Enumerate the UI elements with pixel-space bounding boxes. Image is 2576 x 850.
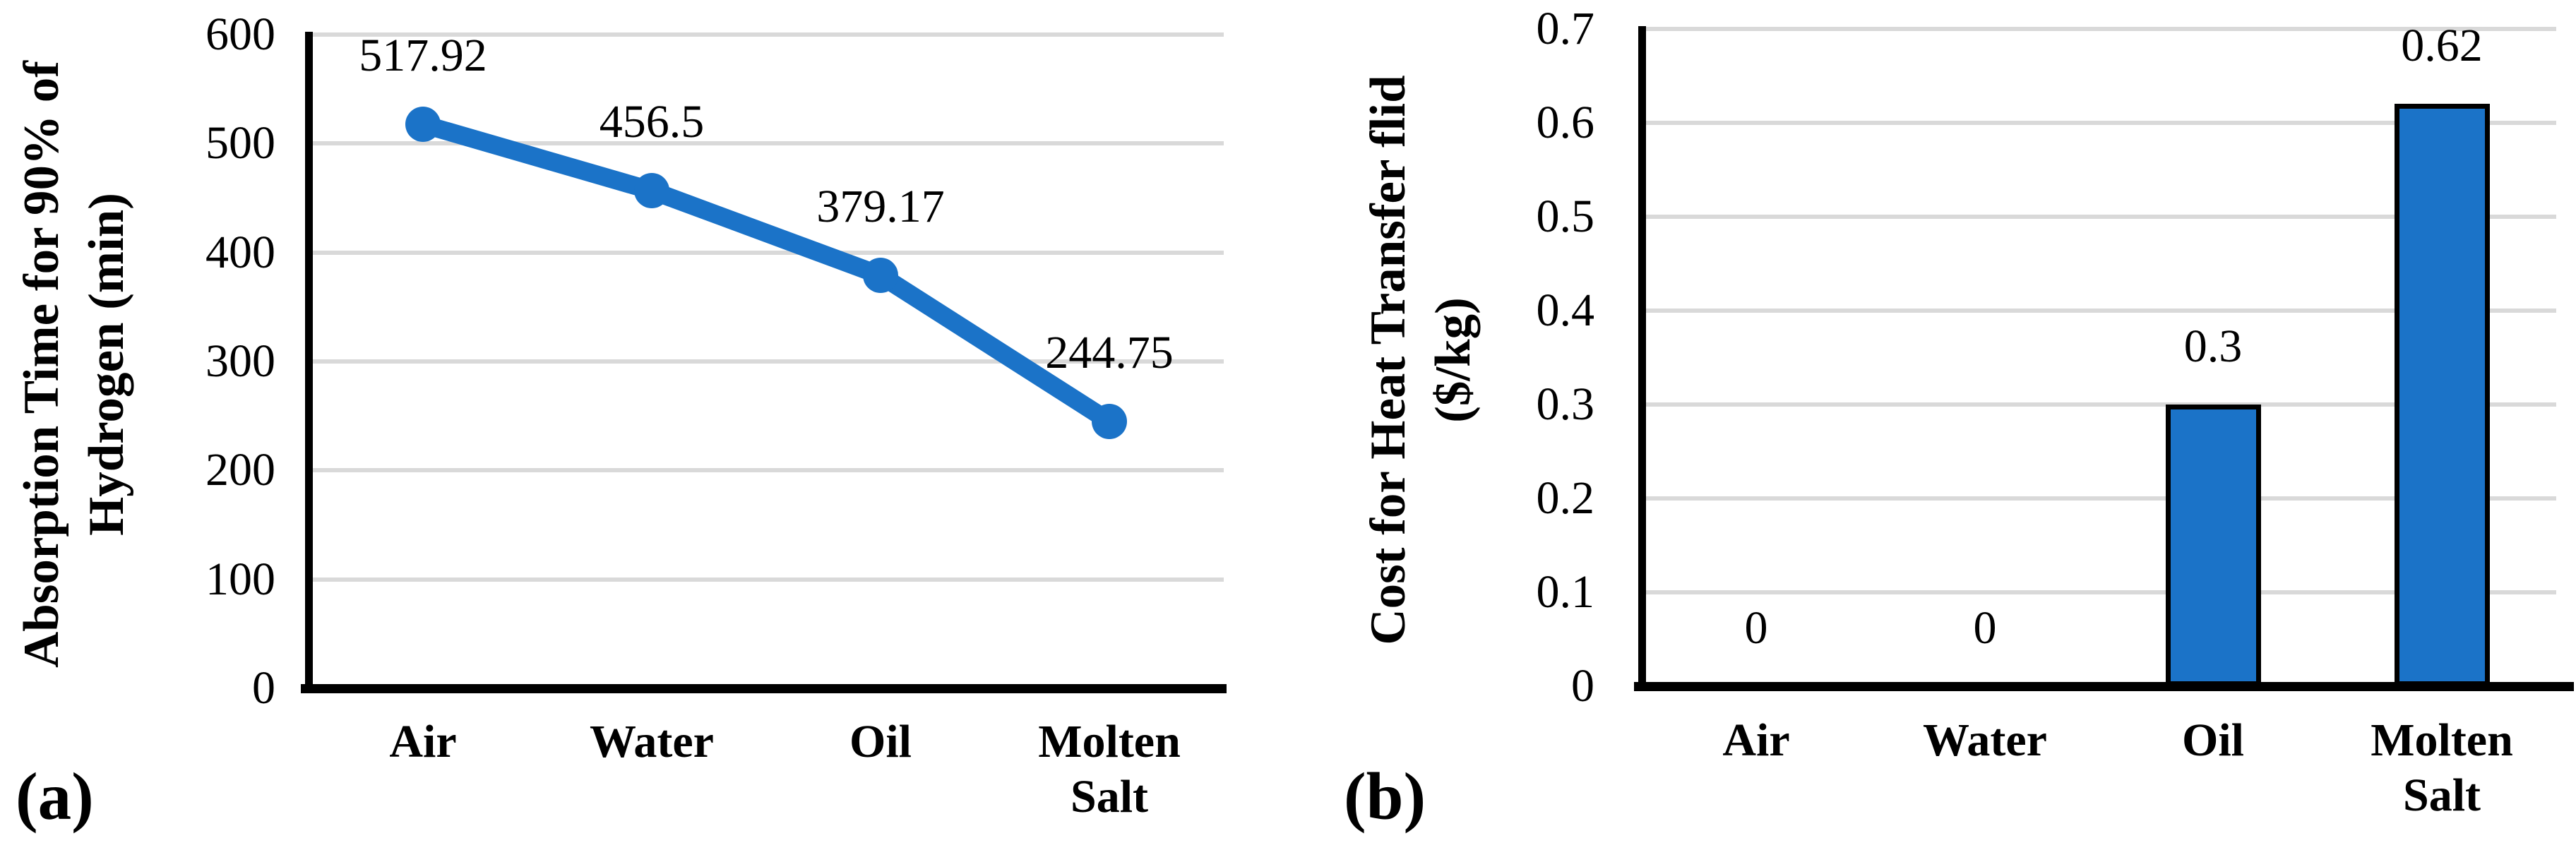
- y-tick-label: 0.6: [1536, 97, 1595, 148]
- data-label-air: 517.92: [359, 30, 487, 81]
- y-tick-label: 0.4: [1536, 285, 1595, 336]
- data-label-oil: 379.17: [816, 181, 945, 232]
- x-axis-line: [1634, 682, 2574, 691]
- y-tick-label: 0: [252, 662, 275, 714]
- y-tick-label: 0.3: [1536, 378, 1595, 430]
- bar-molten-salt: [2395, 104, 2490, 686]
- panel-label-a: (a): [16, 759, 94, 834]
- x-category-label-air: Air: [389, 716, 457, 767]
- x-category-label-air: Air: [1722, 714, 1790, 766]
- y-tick-label: 0.5: [1536, 191, 1595, 242]
- y-gridline: [1642, 27, 2556, 31]
- data-point-marker-air: [405, 107, 441, 142]
- y-tick-label: 0.1: [1536, 566, 1595, 618]
- x-axis-line: [301, 684, 1227, 693]
- y-gridline: [1642, 590, 2556, 594]
- y-gridline: [1642, 309, 2556, 313]
- y-gridline: [309, 359, 1224, 364]
- data-point-marker-oil: [863, 258, 898, 293]
- y-tick-label: 200: [205, 444, 275, 496]
- y-tick-label: 400: [205, 227, 275, 278]
- data-point-marker-molten-salt: [1092, 404, 1127, 439]
- y-gridline: [309, 32, 1224, 37]
- y-gridline: [1642, 121, 2556, 125]
- y-axis-line: [305, 32, 313, 693]
- y-gridline: [309, 251, 1224, 255]
- y-tick-label: 0.2: [1536, 472, 1595, 524]
- y-tick-label: 0.7: [1536, 3, 1595, 54]
- data-point-marker-water: [634, 173, 669, 208]
- data-label-water: 0: [1973, 602, 1997, 654]
- bar-oil: [2166, 405, 2261, 686]
- data-label-air: 0: [1744, 602, 1768, 654]
- trend-line: [414, 115, 1119, 431]
- x-category-label-water: Water: [590, 716, 714, 767]
- x-category-label-water: Water: [1923, 714, 2047, 766]
- y-tick-label: 500: [205, 117, 275, 169]
- y-axis-line: [1638, 26, 1646, 690]
- x-category-label-molten-salt: Molten Salt: [2371, 714, 2513, 821]
- data-label-molten-salt: 244.75: [1045, 327, 1174, 378]
- data-label-water: 456.5: [599, 96, 705, 148]
- data-label-oil: 0.3: [2183, 321, 2243, 372]
- x-category-label-oil: Oil: [849, 716, 912, 767]
- y-tick-label: 600: [205, 8, 275, 60]
- x-category-label-molten-salt: Molten Salt: [1038, 716, 1181, 822]
- data-label-molten-salt: 0.62: [2401, 20, 2483, 71]
- panel-label-b: (b): [1344, 759, 1426, 834]
- y-tick-label: 300: [205, 335, 275, 387]
- y-gridline: [1642, 215, 2556, 219]
- y-tick-label: 100: [205, 553, 275, 605]
- y-gridline: [309, 141, 1224, 145]
- y-gridline: [309, 577, 1224, 582]
- y-gridline: [309, 468, 1224, 472]
- y-gridline: [1642, 496, 2556, 501]
- y-tick-label: 0: [1571, 660, 1594, 712]
- x-category-label-oil: Oil: [2181, 714, 2244, 766]
- y-gridline: [1642, 402, 2556, 407]
